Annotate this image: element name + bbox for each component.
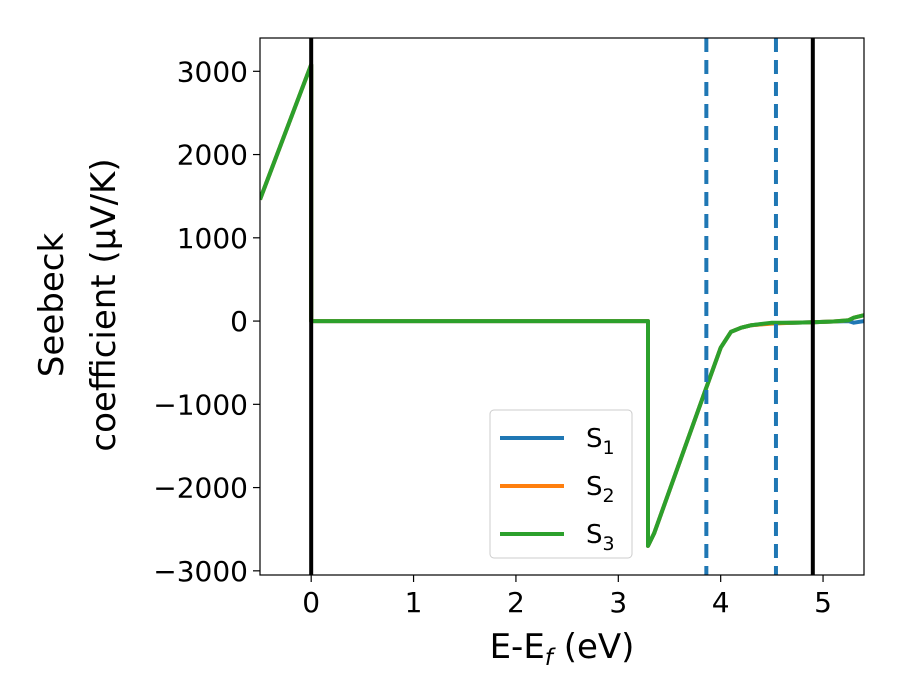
x-tick-label: 1	[405, 586, 423, 619]
series-layer	[260, 62, 864, 548]
vline-layer	[309, 38, 815, 575]
y-tick-label: 0	[230, 305, 248, 338]
x-tick-label: 2	[507, 586, 525, 619]
x-tick-label: 5	[814, 586, 832, 619]
y-tick-label: 1000	[177, 222, 248, 255]
y-axis-title-line-2: coefficient (μV/K)	[84, 158, 124, 451]
legend-label-1: S1	[586, 424, 615, 459]
legend-label-3: S3	[586, 520, 615, 555]
plot-frame	[259, 37, 865, 576]
legend: S1 S2 S3	[489, 409, 633, 559]
x-tick-label: 0	[302, 586, 320, 619]
y-tick-label: 2000	[177, 139, 248, 172]
y-tick-label: −2000	[153, 472, 248, 505]
y-axis-title: Seebeck coefficient (μV/K)	[32, 158, 124, 451]
x-axis: 0 1 2 3 4 5	[302, 575, 832, 619]
x-axis-title: E-Ef (eV)	[490, 627, 635, 671]
y-axis: −3000 −2000 −1000 0 1000 2000 3000	[153, 55, 260, 588]
y-tick-label: −1000	[153, 388, 248, 421]
x-tick-label: 3	[609, 586, 627, 619]
legend-label-2: S2	[586, 472, 615, 507]
y-tick-label: −3000	[153, 555, 248, 588]
y-tick-label: 3000	[177, 55, 248, 88]
series-line-3	[260, 62, 864, 548]
x-tick-label: 4	[712, 586, 730, 619]
y-axis-title-line-1: Seebeck	[32, 233, 72, 378]
